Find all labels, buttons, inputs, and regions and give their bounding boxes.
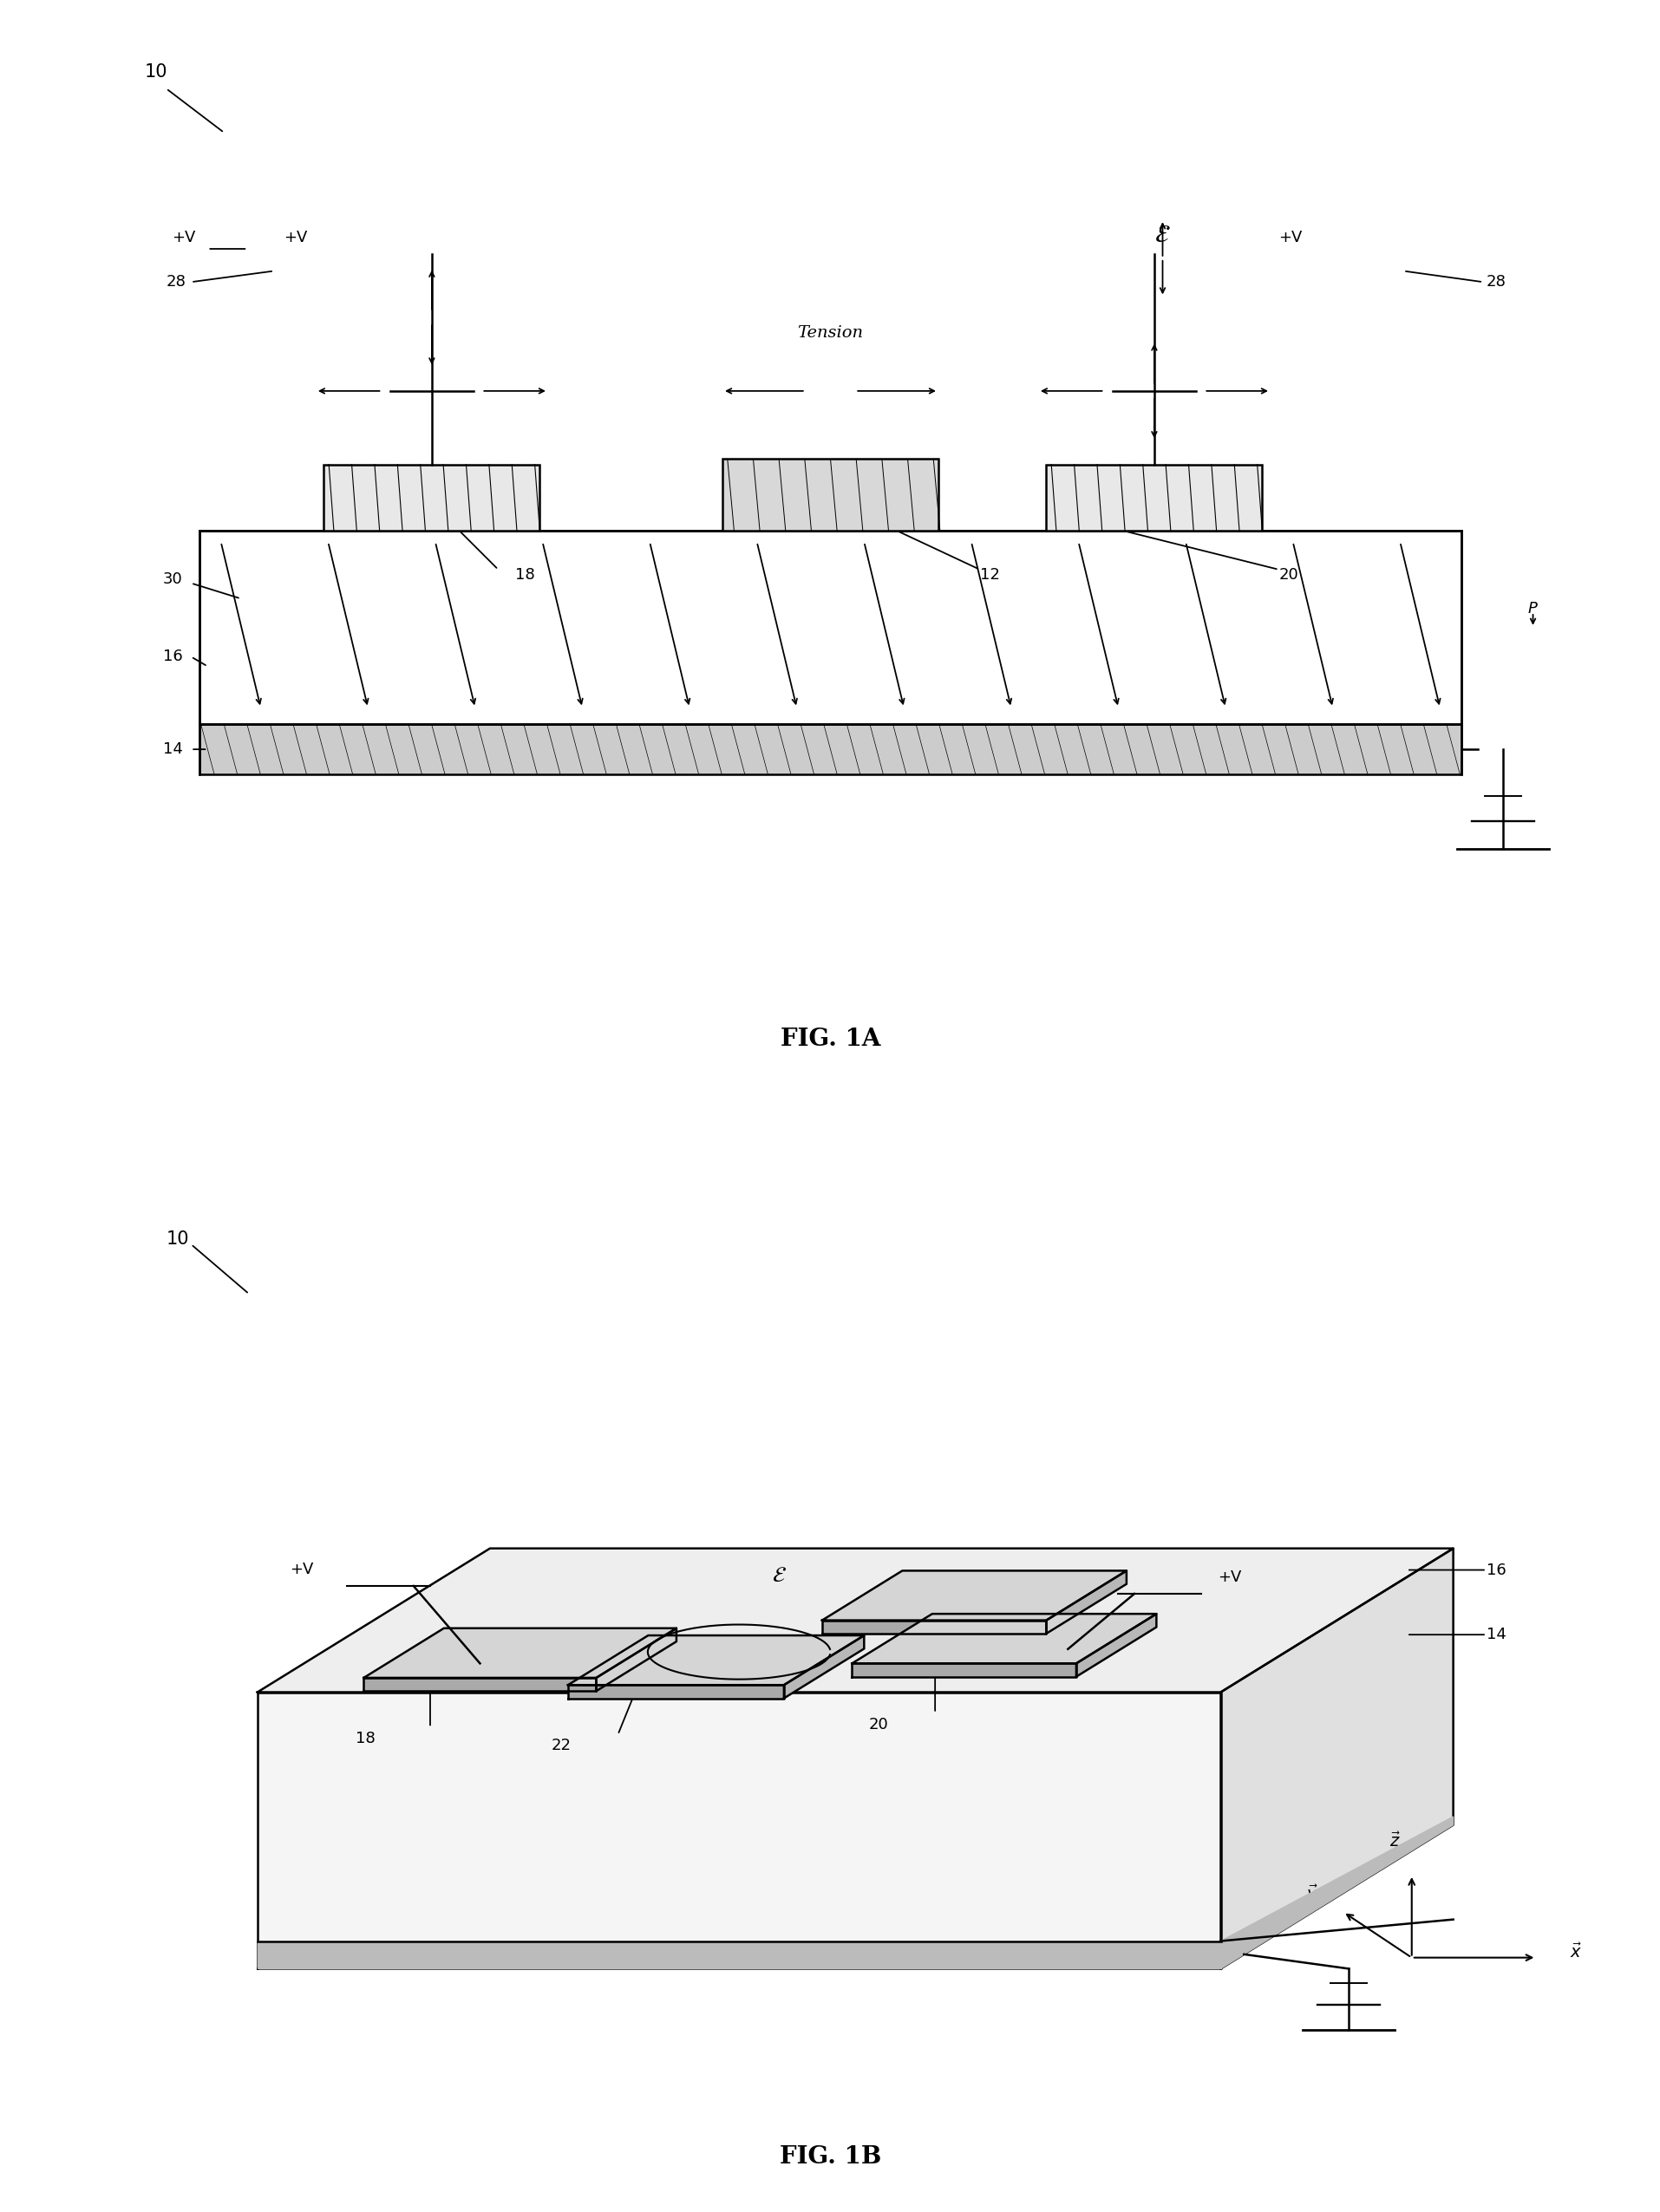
Bar [324,465,540,531]
Text: FIG. 1B: FIG. 1B [779,2146,881,2168]
Text: 16: 16 [163,648,183,664]
Text: 30: 30 [163,571,183,586]
Text: +V: +V [284,230,307,246]
Text: 20: 20 [868,1717,888,1732]
Text: 18: 18 [355,1730,375,1747]
Text: +V: +V [173,230,196,246]
Text: Tension: Tension [797,325,863,341]
Polygon shape [822,1619,1046,1632]
Polygon shape [568,1686,784,1699]
Text: 24: 24 [1046,1590,1066,1606]
Bar [199,531,1461,726]
Text: 14: 14 [1486,1626,1506,1644]
Polygon shape [822,1571,1125,1619]
Text: 22: 22 [551,1739,571,1754]
Text: 10: 10 [144,64,168,80]
Bar [722,460,938,531]
Text: +V: +V [1217,1568,1240,1586]
Text: $\mathcal{E}$: $\mathcal{E}$ [1154,223,1170,248]
Polygon shape [364,1628,676,1677]
Text: P: P [1527,599,1537,617]
Polygon shape [1046,1571,1125,1632]
Polygon shape [596,1628,676,1690]
Text: 28: 28 [166,274,186,290]
Text: 16: 16 [1486,1562,1506,1577]
Polygon shape [1220,1816,1452,1969]
Text: FIG. 1A: FIG. 1A [780,1029,880,1051]
Polygon shape [257,1548,1452,1692]
Polygon shape [852,1615,1155,1663]
Text: 28: 28 [1486,274,1506,290]
Text: $\vec{z}$: $\vec{z}$ [1389,1832,1399,1851]
Polygon shape [364,1677,596,1690]
Text: +V: +V [1278,230,1301,246]
Text: $\vec{x}$: $\vec{x}$ [1569,1942,1580,1962]
Polygon shape [852,1663,1076,1677]
Text: 12: 12 [979,566,999,584]
Polygon shape [1076,1615,1155,1677]
Bar [199,723,1461,774]
Polygon shape [568,1635,863,1686]
Polygon shape [1220,1548,1452,1969]
Text: $\mathcal{E}$: $\mathcal{E}$ [772,1564,787,1586]
Bar [1046,465,1262,531]
Text: 14: 14 [163,741,183,757]
Text: +V: +V [290,1562,314,1577]
Polygon shape [257,1942,1220,1969]
Text: 20: 20 [1278,566,1298,584]
Text: 18: 18 [515,566,535,584]
Text: 10: 10 [166,1230,189,1248]
Text: $\vec{y}$: $\vec{y}$ [1305,1882,1318,1905]
Polygon shape [784,1635,863,1699]
Polygon shape [257,1692,1220,1969]
